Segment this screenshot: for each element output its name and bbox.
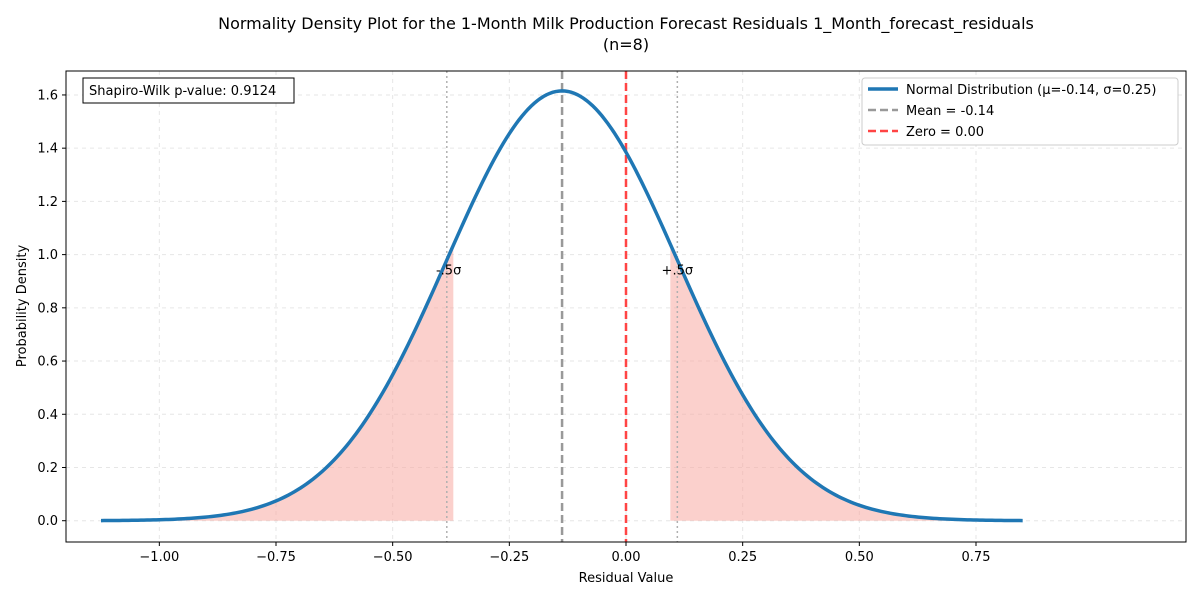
y-tick-label: 1.2 — [37, 195, 58, 210]
normal-density-curve — [100, 89, 1023, 523]
x-tick-label: −0.50 — [373, 550, 413, 565]
shaded-tail-region — [670, 244, 1023, 521]
x-tick-label: −0.25 — [489, 550, 529, 565]
shade-layer — [101, 244, 1023, 521]
x-tick-label: 0.00 — [612, 550, 641, 565]
chart-title-line2: (n=8) — [603, 35, 649, 54]
stat-box-text: Shapiro-Wilk p-value: 0.9124 — [89, 84, 276, 99]
y-axis-label: Probability Density — [15, 245, 30, 368]
legend-label-curve: Normal Distribution (μ=-0.14, σ=0.25) — [906, 83, 1156, 98]
line-layer — [100, 71, 1023, 542]
y-tick-label: 0.8 — [37, 301, 58, 316]
x-tick-label: 0.50 — [845, 550, 874, 565]
legend-label-zero: Zero = 0.00 — [906, 125, 984, 140]
annotation-layer: -.5σ +.5σ — [436, 264, 693, 279]
legend: Normal Distribution (μ=-0.14, σ=0.25) Me… — [861, 77, 1179, 146]
tick-layer: −1.00 −0.75 −0.50 −0.25 0.00 0.25 0.50 0.75 0.0 0… — [37, 88, 990, 565]
y-tick-label: 0.2 — [37, 461, 58, 476]
x-tick-label: −0.75 — [256, 550, 296, 565]
annotation-minus-half-sigma: -.5σ — [436, 264, 461, 279]
x-tick-label: 0.25 — [728, 550, 757, 565]
y-tick-label: 0.6 — [37, 355, 58, 370]
shaded-tail-region — [101, 245, 454, 521]
y-tick-label: 1.6 — [37, 88, 58, 103]
y-tick-label: 0.0 — [37, 514, 58, 529]
stat-box-frame — [82, 77, 295, 104]
y-tick-label: 1.4 — [37, 142, 58, 157]
y-tick-label: 1.0 — [37, 248, 58, 263]
legend-label-mean: Mean = -0.14 — [906, 104, 994, 119]
chart-title-line1: Normality Density Plot for the 1-Month M… — [218, 14, 1034, 34]
x-tick-label: −1.00 — [139, 550, 179, 565]
x-axis-label: Residual Value — [579, 571, 674, 586]
legend-frame — [861, 77, 1179, 146]
x-tick-label: 0.75 — [962, 550, 991, 565]
annotation-plus-half-sigma: +.5σ — [662, 264, 694, 279]
y-tick-label: 0.4 — [37, 408, 58, 423]
stat-box: Shapiro-Wilk p-value: 0.9124 — [82, 77, 295, 104]
